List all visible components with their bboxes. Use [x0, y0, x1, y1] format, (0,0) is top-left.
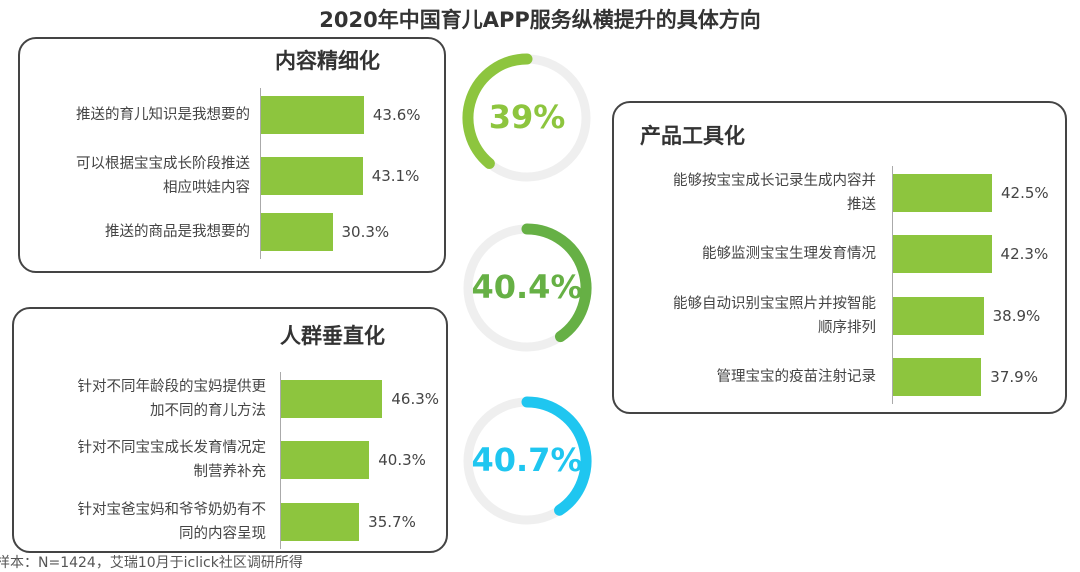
- bar-value-label: 40.3%: [378, 451, 426, 469]
- bar-label: 管理宝宝的疫苗注射记录: [716, 369, 877, 385]
- bar-label: 能够按宝宝成长记录生成内容并 推送: [673, 173, 876, 213]
- bar: [893, 297, 984, 335]
- group-title-content: 内容精细化: [275, 49, 380, 73]
- bar-value-label: 43.1%: [371, 167, 420, 185]
- bar-label: 推送的育儿知识是我想要的: [76, 107, 250, 123]
- bar-value-label: 42.3%: [1000, 245, 1049, 263]
- bar-label: 能够监测宝宝生理发育情况: [702, 246, 876, 262]
- bar-value-label: 46.3%: [391, 390, 440, 408]
- bar: [281, 380, 383, 418]
- ring-value-label: 40.4%: [471, 268, 583, 306]
- bar: [281, 441, 370, 479]
- chart-title: 2020年中国育儿APP服务纵横提升的具体方向: [319, 8, 761, 32]
- bar-value-label: 38.9%: [992, 307, 1041, 325]
- ring-arc: [462, 53, 533, 169]
- group-box-tools: [612, 101, 1067, 414]
- ring-arc: [521, 223, 592, 343]
- bar: [261, 96, 364, 134]
- bar-label: 针对不同宝宝成长发育情况定 制营养补充: [77, 440, 267, 480]
- group-title-tools: 产品工具化: [640, 124, 745, 148]
- bar-value-label: 43.6%: [372, 106, 421, 124]
- bar-value-label: 37.9%: [990, 368, 1038, 386]
- footer-source: 样本：N=1424，艾瑞10月于iclick社区调研所得: [0, 555, 303, 571]
- bar: [893, 358, 982, 396]
- ring-arc: [521, 396, 592, 516]
- ring-value-label: 40.7%: [471, 441, 583, 479]
- bar: [281, 503, 360, 541]
- group-box-content: [18, 37, 446, 273]
- bar: [893, 174, 993, 212]
- bar-label: 能够自动识别宝宝照片并按智能 顺序排列: [673, 296, 876, 336]
- bar: [261, 157, 363, 195]
- bar-value-label: 35.7%: [368, 513, 416, 531]
- bar-label: 推送的商品是我想要的: [105, 224, 250, 240]
- bar-label: 可以根据宝宝成长阶段推送 相应哄娃内容: [76, 156, 250, 196]
- bar-value-label: 30.3%: [341, 223, 390, 241]
- ring-value-label: 39%: [488, 98, 566, 136]
- bar-label: 针对宝爸宝妈和爷爷奶奶有不 同的内容呈现: [77, 502, 267, 542]
- bar-axis: [260, 88, 261, 259]
- bar: [261, 213, 333, 251]
- bar: [893, 235, 992, 273]
- bar-axis: [280, 372, 281, 549]
- bar-axis: [892, 166, 893, 404]
- bar-label: 针对不同年龄段的宝妈提供更 加不同的育儿方法: [77, 379, 267, 419]
- group-title-audience: 人群垂直化: [280, 324, 385, 348]
- bar-value-label: 42.5%: [1001, 184, 1049, 202]
- group-box-audience: [12, 307, 448, 553]
